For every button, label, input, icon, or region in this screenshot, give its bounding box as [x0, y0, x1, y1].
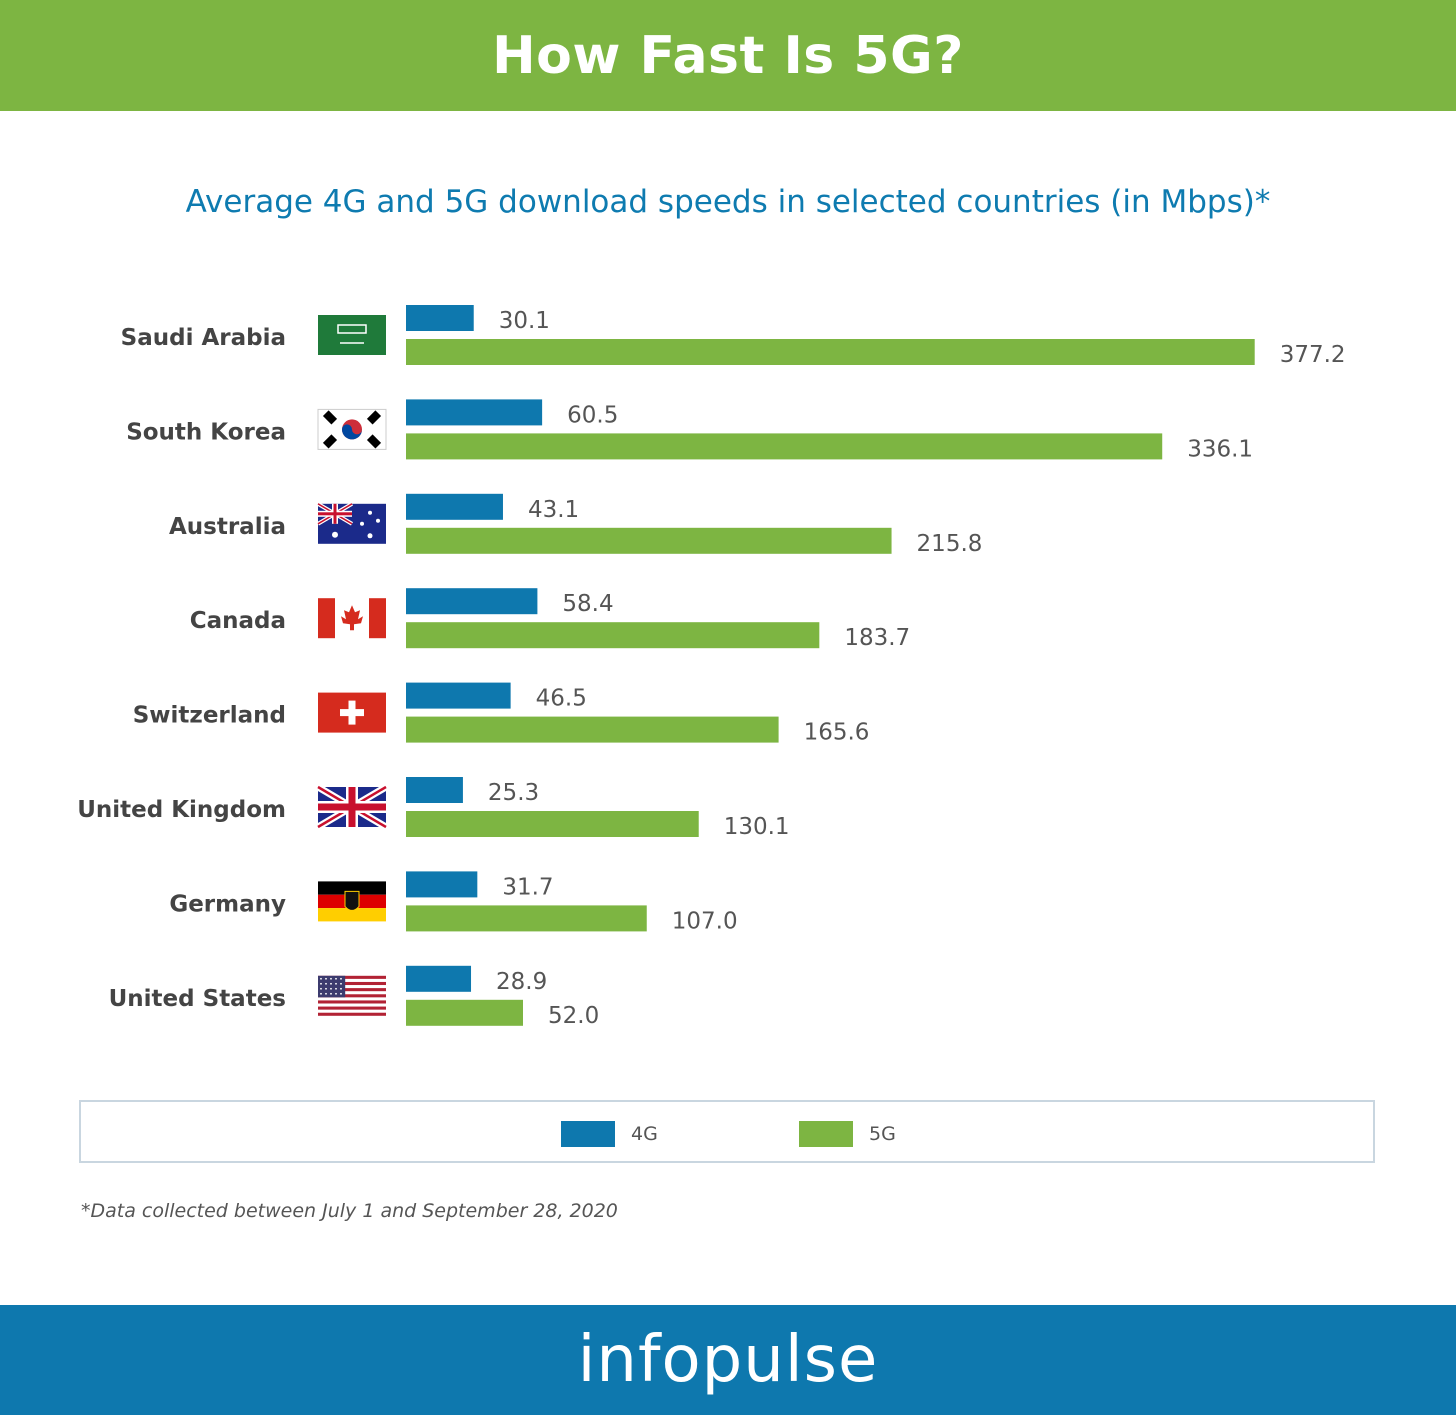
country-label-united-kingdom: United Kingdom: [77, 797, 286, 823]
country-label-germany: Germany: [169, 891, 286, 917]
value-label-5g-south-korea: 336.1: [1187, 436, 1253, 462]
switzerland-flag-icon: [318, 692, 386, 733]
saudi-arabia-flag-icon: [318, 315, 386, 355]
bar-5g-united-kingdom: [406, 811, 699, 837]
bar-4g-united-kingdom: [406, 777, 463, 803]
row-germany: Germany 31.7 107.0: [169, 871, 738, 934]
value-label-5g-united-states: 52.0: [548, 1003, 599, 1029]
united-kingdom-flag-icon: [316, 783, 388, 831]
value-label-5g-germany: 107.0: [672, 908, 738, 934]
value-label-5g-canada: 183.7: [844, 625, 910, 651]
row-canada: Canada 58.4 183.7: [190, 588, 910, 651]
country-label-canada: Canada: [190, 608, 286, 634]
bar-5g-australia: [406, 527, 892, 554]
bar-5g-germany: [406, 905, 647, 932]
bar-5g-saudi-arabia: [406, 339, 1255, 365]
footer-banner: infopulse: [0, 1305, 1456, 1415]
country-label-saudi-arabia: Saudi Arabia: [121, 325, 286, 351]
value-label-4g-united-states: 28.9: [496, 969, 547, 995]
bar-4g-switzerland: [406, 682, 511, 709]
value-label-4g-united-kingdom: 25.3: [488, 780, 539, 806]
legend-label-5g: 5G: [869, 1123, 896, 1145]
legend-item-4g: 4G: [561, 1121, 658, 1147]
bar-chart: Saudi Arabia 30.1 377.2 South Korea 60.5 336.…: [77, 305, 1346, 1029]
germany-flag-icon: [318, 881, 386, 922]
value-label-4g-canada: 58.4: [562, 591, 613, 617]
row-united-states: United States 28.952.0: [109, 965, 599, 1029]
page-title: How Fast Is 5G?: [492, 25, 964, 86]
bar-4g-south-korea: [406, 399, 543, 426]
bar-4g-canada: [406, 588, 538, 615]
value-label-4g-germany: 31.7: [502, 874, 553, 900]
value-label-5g-switzerland: 165.6: [804, 720, 870, 746]
row-united-kingdom: United Kingdom 25.3 130.1: [77, 777, 790, 840]
bar-5g-switzerland: [406, 716, 779, 743]
chart-legend: 4G 5G: [79, 1100, 1375, 1163]
value-label-5g-australia: 215.8: [917, 531, 983, 557]
footnote: *Data collected between July 1 and Septe…: [81, 1200, 618, 1222]
country-label-south-korea: South Korea: [126, 419, 286, 445]
legend-swatch-5g: [799, 1121, 853, 1147]
bar-4g-australia: [406, 493, 503, 520]
country-label-australia: Australia: [169, 514, 286, 540]
chart-title: Average 4G and 5G download speeds in sel…: [185, 184, 1271, 220]
row-switzerland: Switzerland 46.5 165.6: [133, 682, 870, 746]
south-korea-flag-icon: [317, 408, 387, 450]
bar-5g-united-states: [406, 999, 523, 1026]
australia-flag-icon: [316, 502, 386, 544]
country-label-switzerland: Switzerland: [133, 703, 286, 729]
row-south-korea: South Korea 60.5 336.1: [126, 399, 1253, 462]
bar-4g-germany: [406, 871, 478, 898]
legend-swatch-4g: [561, 1121, 615, 1147]
bar-4g-united-states: [406, 965, 472, 992]
header-banner: How Fast Is 5G?: [0, 0, 1456, 111]
legend-item-5g: 5G: [799, 1121, 896, 1147]
value-label-5g-united-kingdom: 130.1: [724, 814, 790, 840]
value-label-4g-south-korea: 60.5: [567, 402, 618, 428]
bar-5g-canada: [406, 622, 820, 649]
row-saudi-arabia: Saudi Arabia 30.1 377.2: [121, 305, 1346, 368]
country-label-united-states: United States: [109, 986, 286, 1012]
value-label-5g-saudi-arabia: 377.2: [1280, 342, 1346, 368]
united-states-flag-icon: [318, 975, 386, 1016]
value-label-4g-australia: 43.1: [528, 497, 579, 523]
value-label-4g-switzerland: 46.5: [536, 686, 587, 712]
row-australia: Australia 43.1 215.8: [169, 493, 983, 557]
bar-5g-south-korea: [406, 433, 1163, 460]
bar-4g-saudi-arabia: [406, 305, 474, 331]
canada-flag-icon: [318, 598, 386, 639]
value-label-4g-saudi-arabia: 30.1: [499, 308, 550, 334]
infopulse-logo: infopulse: [577, 1323, 879, 1397]
legend-label-4g: 4G: [631, 1123, 658, 1145]
